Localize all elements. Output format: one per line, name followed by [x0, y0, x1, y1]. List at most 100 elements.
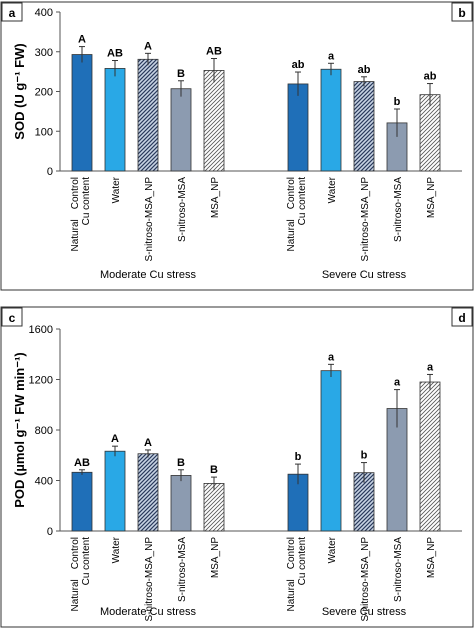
- bar: [104, 68, 126, 172]
- category-label: S-nitroso-MSA_NP: [144, 537, 155, 622]
- category-label-part: Cu content: [297, 537, 308, 586]
- significance-letter: AB: [74, 457, 90, 469]
- group-label: Severe Cu stress: [322, 269, 407, 281]
- significance-letter: b: [295, 451, 302, 463]
- category-label: Water: [111, 536, 122, 563]
- panel-label-box: [1, 307, 23, 327]
- category-label: Natural Control: [286, 537, 297, 612]
- bar: [137, 453, 159, 532]
- category-label: Natural Control: [286, 177, 297, 252]
- bar: [320, 370, 342, 532]
- category-label: S-nitroso-MSA_NP: [360, 177, 371, 262]
- category-label: MSA_NP: [426, 537, 437, 578]
- category-label: Cu content: [297, 537, 308, 586]
- category-label: Natural Control: [70, 177, 81, 252]
- category-label-part: Control: [70, 177, 81, 209]
- significance-letter: b: [361, 450, 368, 462]
- category-label: Cu content: [81, 177, 92, 226]
- bar: [137, 58, 159, 172]
- group-label: Moderate Cu stress: [100, 606, 196, 618]
- y-axis-title: SOD (U g⁻¹ FW): [12, 43, 27, 139]
- y-tick-label: 0: [47, 526, 53, 538]
- y-tick-label: 300: [35, 47, 53, 59]
- category-label-part: Natural: [286, 579, 297, 611]
- category-label-part: Control: [286, 177, 297, 209]
- category-label: Natural Control: [70, 537, 81, 612]
- category-label: S-nitroso-MSA: [393, 537, 404, 602]
- y-axis-title: POD (µmol g⁻¹ FW min⁻¹): [12, 352, 27, 508]
- significance-letter: a: [328, 351, 335, 363]
- significance-letter: A: [111, 433, 119, 445]
- panel-label: c: [9, 311, 16, 325]
- panel-label-box: [1, 2, 23, 22]
- panel-label: a: [9, 6, 16, 20]
- y-tick-label: 0: [47, 166, 53, 178]
- category-label-part: Natural: [286, 219, 297, 251]
- significance-letter: ab: [292, 59, 305, 71]
- category-label: Cu content: [81, 537, 92, 586]
- panel-label-box: [451, 2, 473, 22]
- category-label: Cu content: [297, 177, 308, 226]
- panel-label: b: [458, 6, 465, 20]
- panel-frame: [0, 306, 474, 628]
- panel-label: d: [458, 311, 465, 325]
- significance-letter: a: [328, 50, 335, 62]
- significance-letter: A: [78, 34, 86, 46]
- significance-letter: b: [394, 96, 401, 108]
- bar: [320, 68, 342, 172]
- category-label: Water: [111, 176, 122, 203]
- panel-frame: [0, 1, 474, 291]
- category-label-part: Control: [286, 537, 297, 569]
- group-label: Moderate Cu stress: [100, 269, 196, 281]
- significance-letter: ab: [424, 71, 437, 83]
- significance-letter: A: [144, 40, 152, 52]
- significance-letter: B: [177, 457, 185, 469]
- category-label: S-nitroso-MSA: [177, 177, 188, 242]
- significance-letter: a: [427, 361, 434, 373]
- y-tick-label: 800: [35, 425, 53, 437]
- category-label-part: Cu content: [81, 537, 92, 586]
- bar: [71, 54, 93, 172]
- category-label: MSA_NP: [426, 177, 437, 218]
- category-label: Water: [327, 176, 338, 203]
- category-label: MSA_NP: [210, 177, 221, 218]
- category-label-part: Natural: [70, 579, 81, 611]
- significance-letter: a: [394, 377, 401, 389]
- y-tick-label: 200: [35, 87, 53, 99]
- category-label-part: Control: [70, 537, 81, 569]
- significance-letter: B: [210, 464, 218, 476]
- pod-chart-panel: c d 0 400 800 1200 1600 POD (µmol g⁻¹ FW min⁻¹)…: [0, 306, 474, 628]
- category-label: S-nitroso-MSA: [393, 177, 404, 242]
- bar: [71, 471, 93, 532]
- bar: [104, 450, 126, 532]
- bar: [419, 381, 441, 532]
- significance-letter: B: [177, 68, 185, 80]
- bar: [170, 88, 192, 172]
- bar: [170, 475, 192, 532]
- bar: [203, 70, 225, 172]
- y-tick-label: 1600: [29, 324, 53, 336]
- significance-letter: ab: [358, 64, 371, 76]
- significance-letter: AB: [107, 47, 123, 59]
- y-tick-label: 400: [35, 7, 53, 19]
- y-tick-label: 100: [35, 126, 53, 138]
- panel-label-box: [451, 307, 473, 327]
- bar: [203, 483, 225, 532]
- category-label: MSA_NP: [210, 537, 221, 578]
- significance-letter: A: [144, 437, 152, 449]
- bar: [287, 83, 309, 172]
- bar: [353, 81, 375, 172]
- category-label: S-nitroso-MSA_NP: [360, 537, 371, 622]
- category-label: S-nitroso-MSA: [177, 537, 188, 602]
- category-label: Water: [327, 536, 338, 563]
- category-label: S-nitroso-MSA_NP: [144, 177, 155, 262]
- significance-letter: AB: [206, 46, 222, 58]
- y-tick-label: 400: [35, 476, 53, 488]
- y-tick-label: 1200: [29, 375, 53, 387]
- category-label-part: Natural: [70, 219, 81, 251]
- bar: [419, 94, 441, 172]
- category-label-part: Cu content: [81, 177, 92, 226]
